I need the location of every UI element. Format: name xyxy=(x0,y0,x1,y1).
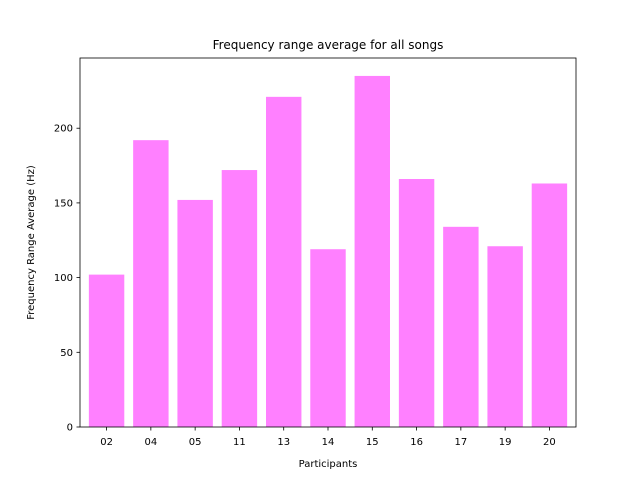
x-axis-label: Participants xyxy=(299,459,358,470)
bars-group xyxy=(88,75,568,427)
x-tick-label: 19 xyxy=(499,437,512,448)
x-tick-label: 14 xyxy=(322,437,335,448)
x-tick-label: 04 xyxy=(144,437,157,448)
bar-04 xyxy=(133,140,169,427)
x-tick-label: 17 xyxy=(454,437,467,448)
y-tick-label: 100 xyxy=(54,273,73,284)
bar-13 xyxy=(266,96,302,427)
bar-16 xyxy=(398,179,435,427)
x-tick-label: 15 xyxy=(366,437,379,448)
bar-17 xyxy=(443,226,479,427)
bar-15 xyxy=(354,75,390,427)
y-axis-label: Frequency Range Average (Hz) xyxy=(26,165,37,320)
bar-05 xyxy=(177,199,213,427)
chart-title: Frequency range average for all songs xyxy=(213,38,444,52)
x-tick-label: 02 xyxy=(100,437,113,448)
bar-19 xyxy=(487,246,523,427)
bar-11 xyxy=(221,170,258,427)
bar-14 xyxy=(310,249,346,427)
bar-02 xyxy=(88,274,125,427)
y-tick-label: 0 xyxy=(67,423,73,434)
x-tick-label: 05 xyxy=(189,437,202,448)
x-tick-label: 20 xyxy=(543,437,556,448)
y-tick-label: 50 xyxy=(60,348,73,359)
y-tick-label: 200 xyxy=(54,124,73,135)
x-tick-label: 11 xyxy=(233,437,246,448)
x-tick-label: 13 xyxy=(277,437,290,448)
bar-20 xyxy=(531,183,568,427)
x-axis-ticks: 02 04 05 11 13 14 15 16 17 19 20 xyxy=(100,427,556,448)
y-axis-ticks: 0 50 100 150 200 xyxy=(54,124,80,434)
y-tick-label: 150 xyxy=(54,198,73,209)
x-tick-label: 16 xyxy=(410,437,423,448)
